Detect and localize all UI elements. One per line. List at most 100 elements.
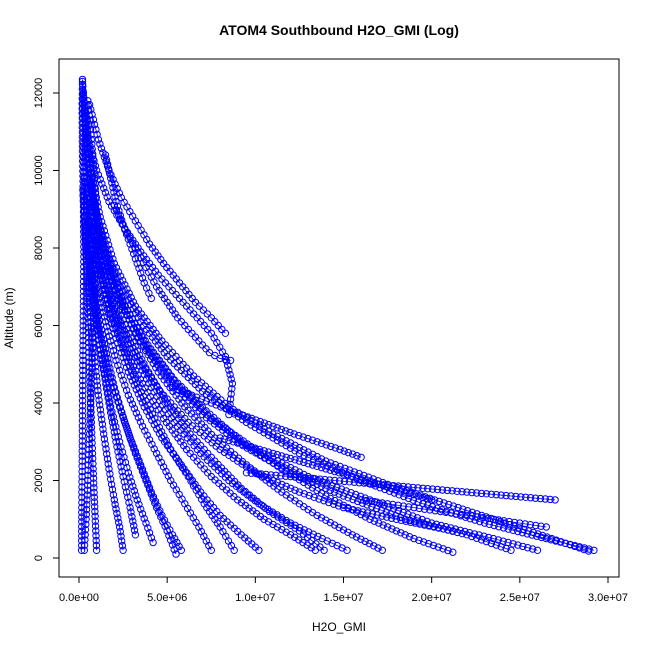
data-point xyxy=(92,240,100,249)
data-point xyxy=(317,439,326,447)
data-point xyxy=(282,482,290,490)
data-point xyxy=(79,182,87,191)
data-point xyxy=(86,193,94,202)
data-point xyxy=(78,532,86,540)
data-point xyxy=(370,517,379,525)
data-point xyxy=(155,423,164,432)
data-point xyxy=(78,109,86,117)
data-point xyxy=(392,527,401,535)
data-point xyxy=(463,531,471,539)
data-point xyxy=(197,395,206,403)
data-point xyxy=(98,277,107,285)
data-point xyxy=(411,519,419,527)
data-point xyxy=(85,445,93,454)
data-point xyxy=(291,533,299,541)
data-point xyxy=(339,470,348,478)
data-point xyxy=(99,366,108,374)
data-point xyxy=(473,489,481,497)
data-point xyxy=(94,135,103,144)
data-point xyxy=(146,405,155,414)
data-point xyxy=(107,409,115,417)
data-point xyxy=(89,150,97,158)
data-point xyxy=(108,485,117,494)
data-point xyxy=(87,418,96,427)
data-point xyxy=(78,432,87,440)
data-point xyxy=(78,541,86,550)
data-point xyxy=(96,401,104,409)
data-point xyxy=(92,532,100,540)
data-point xyxy=(130,404,139,413)
data-point xyxy=(133,454,141,462)
data-point xyxy=(145,529,154,537)
data-point xyxy=(117,371,126,379)
data-point xyxy=(489,515,498,523)
data-point xyxy=(90,169,99,178)
data-point xyxy=(291,441,299,449)
data-point xyxy=(101,375,109,383)
data-point xyxy=(167,476,175,485)
data-point xyxy=(84,328,93,337)
data-point xyxy=(79,307,88,315)
data-point xyxy=(148,410,157,418)
x-tick-label: 5.0e+06 xyxy=(147,592,187,604)
data-point xyxy=(119,344,127,352)
data-point xyxy=(374,544,382,552)
data-point xyxy=(97,144,106,153)
data-point xyxy=(242,469,251,477)
data-point xyxy=(78,537,86,545)
data-point xyxy=(94,330,103,339)
data-point xyxy=(504,525,512,533)
data-point xyxy=(115,334,124,342)
data-point xyxy=(128,513,136,521)
data-point xyxy=(92,195,100,203)
data-point xyxy=(300,446,308,454)
data-point xyxy=(172,550,180,558)
data-point xyxy=(116,215,125,224)
data-point xyxy=(322,484,330,492)
data-point xyxy=(79,212,88,221)
data-point xyxy=(92,546,101,554)
data-point xyxy=(359,508,367,516)
data-point xyxy=(272,471,280,479)
data-point xyxy=(326,466,334,474)
data-point xyxy=(291,486,299,494)
data-point xyxy=(100,184,108,192)
data-point xyxy=(473,513,482,521)
data-point xyxy=(78,407,87,415)
data-point xyxy=(80,223,88,231)
data-point xyxy=(79,366,87,375)
data-point xyxy=(173,538,181,547)
data-point xyxy=(107,475,115,483)
data-point xyxy=(87,135,96,144)
data-point xyxy=(114,284,123,293)
data-point xyxy=(387,514,396,522)
data-point xyxy=(428,485,437,493)
data-point xyxy=(331,521,339,529)
data-point xyxy=(502,491,510,500)
data-point xyxy=(158,290,166,299)
data-point xyxy=(404,483,412,491)
data-point xyxy=(86,415,94,423)
data-point xyxy=(538,531,547,540)
data-point xyxy=(379,521,387,529)
data-point xyxy=(127,293,135,302)
data-point xyxy=(405,503,413,511)
y-tick-label: 0 xyxy=(33,555,45,561)
data-point xyxy=(537,522,545,530)
data-point xyxy=(277,472,285,480)
data-point xyxy=(88,359,96,368)
data-point xyxy=(99,425,107,433)
data-point xyxy=(445,500,453,509)
data-point xyxy=(134,413,143,422)
data-point xyxy=(334,502,343,510)
data-point xyxy=(80,253,88,261)
data-point xyxy=(117,339,126,347)
data-point xyxy=(127,436,135,444)
data-point xyxy=(318,534,326,543)
data-point xyxy=(267,471,275,479)
data-point xyxy=(226,395,235,403)
data-point xyxy=(532,521,540,530)
data-point xyxy=(382,508,390,516)
data-point xyxy=(79,277,88,286)
data-point xyxy=(230,546,238,554)
